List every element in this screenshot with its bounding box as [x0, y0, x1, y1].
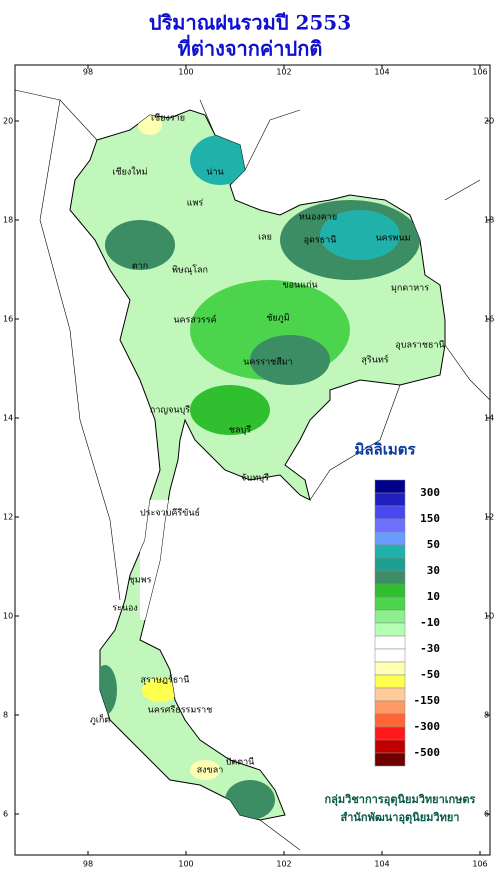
legend-label: -10 [420, 616, 440, 629]
legend-swatch [374, 687, 406, 702]
place-label: ประจวบคีรีขันธ์ [140, 507, 200, 519]
place-label: เชียงราย [151, 113, 185, 124]
lon-tick-label: 98 [83, 68, 93, 77]
place-label: ตาก [132, 262, 148, 272]
legend-swatch [374, 531, 406, 546]
legend-label: 10 [427, 590, 440, 603]
legend-swatch [374, 505, 406, 520]
lat-tick-label: 10 [3, 612, 13, 621]
legend-label: 300 [420, 486, 440, 499]
place-label: ระนอง [112, 604, 138, 614]
place-label: เชียงใหม่ [112, 167, 147, 178]
place-label: แพร่ [187, 199, 204, 209]
place-label: หนองคาย [299, 213, 337, 223]
country-outline [69, 109, 446, 821]
lat-tick-label: 6 [3, 810, 8, 819]
lat-tick-label: 16 [3, 315, 13, 324]
legend-swatch [374, 752, 406, 767]
lon-tick-label: 104 [374, 68, 389, 77]
legend-label: -50 [420, 668, 440, 681]
place-label: ขอนแก่น [282, 281, 317, 291]
legend-swatch [374, 609, 406, 624]
lon-tick-label: 98 [83, 860, 93, 869]
place-label: นครพนม [375, 234, 410, 244]
lon-tick-label: 106 [472, 860, 487, 869]
place-label: จันทบุรี [241, 473, 269, 484]
place-label: สุรินทร์ [361, 354, 388, 366]
lat-tick-label: 14 [3, 414, 13, 423]
title-line: ที่ต่างจากค่าปกติ [178, 34, 323, 61]
lat-tick-label: 18 [3, 216, 13, 225]
lat-tick-label: 20 [3, 117, 13, 126]
legend-swatch [374, 544, 406, 559]
place-label: อุบลราชธานี [395, 340, 444, 351]
place-label: ชุมพร [129, 576, 152, 586]
place-label: นครราชสีมา [243, 357, 292, 368]
legend-title: มิลลิเมตร [354, 441, 416, 459]
place-label: น่าน [206, 168, 223, 178]
rain-anomaly-shading [93, 115, 420, 820]
legend-swatch [374, 661, 406, 676]
legend-label: -30 [420, 642, 440, 655]
place-label: ปัตตานี [226, 757, 255, 768]
legend-swatch [374, 570, 406, 585]
place-label: ชลบุรี [229, 425, 251, 436]
legend-swatch [374, 648, 406, 663]
place-label: นครศรีธรรมราช [148, 705, 213, 716]
legend-label: -300 [414, 720, 441, 733]
legend-swatch [374, 557, 406, 572]
lon-tick-label: 102 [276, 860, 291, 869]
legend-label: 30 [427, 564, 440, 577]
credit-line: สำนักพัฒนาอุตุนิยมวิทยา [341, 811, 460, 825]
place-label: สุราษฎร์ธานี [141, 674, 190, 686]
lon-tick-label: 100 [178, 68, 193, 77]
place-label: เลย [258, 233, 272, 243]
legend-swatch [374, 596, 406, 611]
credit-line: กลุ่มวิชาการอุตุนิยมวิทยาเกษตร [325, 793, 476, 807]
legend-swatch [374, 713, 406, 728]
legend-swatch [374, 583, 406, 598]
lon-tick-label: 100 [178, 860, 193, 869]
title-line: ปริมาณฝนรวมปี 2553 [149, 11, 351, 35]
place-label: นครสวรรค์ [173, 314, 216, 326]
legend-label: 50 [427, 538, 440, 551]
legend-swatch [374, 492, 406, 507]
lat-tick-label: 8 [3, 711, 8, 720]
legend-swatch [374, 739, 406, 754]
legend-label: 150 [420, 512, 440, 525]
legend-swatch [374, 726, 406, 741]
place-label: มุกดาหาร [391, 284, 429, 294]
lat-tick-label: 12 [3, 513, 13, 522]
lon-tick-label: 104 [374, 860, 389, 869]
lon-tick-label: 106 [472, 68, 487, 77]
legend-swatch [374, 635, 406, 650]
lon-tick-label: 102 [276, 68, 291, 77]
legend-swatch [374, 479, 406, 494]
legend-swatch [374, 700, 406, 715]
legend-swatch [374, 518, 406, 533]
place-label: พิษณุโลก [172, 265, 208, 276]
neighbor-borders [14, 89, 491, 851]
legend-swatch [374, 674, 406, 689]
place-label: สงขลา [197, 766, 224, 776]
legend-label: -150 [414, 694, 441, 707]
place-label: ชัยภูมิ [266, 313, 289, 324]
legend-swatch [374, 622, 406, 637]
legend-label: -500 [414, 746, 441, 759]
place-label: กาญจนบุรี [150, 405, 190, 416]
place-label: ภูเก็ต [90, 713, 110, 726]
place-label: อุดรธานี [304, 235, 337, 246]
